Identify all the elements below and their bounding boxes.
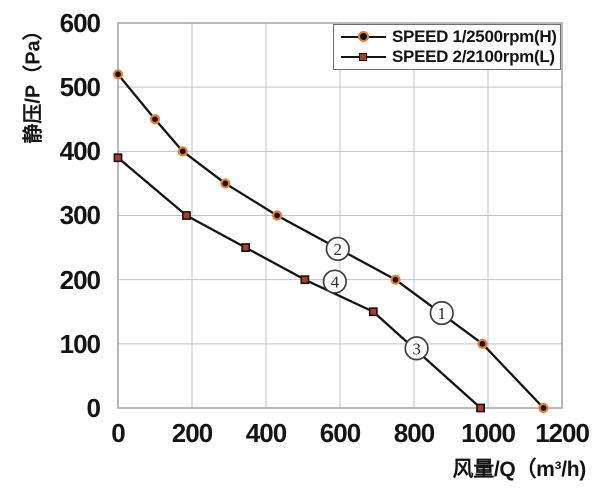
x-tick-label: 1200 bbox=[535, 418, 590, 448]
annotation-number-4: 4 bbox=[331, 273, 340, 292]
annotation-number-1: 1 bbox=[438, 304, 447, 323]
annotation-circle-1 bbox=[429, 300, 454, 326]
y-tick-label: 300 bbox=[59, 200, 101, 230]
annotation-number-2: 2 bbox=[334, 240, 343, 259]
data-marker-circle bbox=[112, 69, 124, 80]
legend-item-speed1: SPEED 1/2500rpm(H) bbox=[341, 27, 560, 47]
data-marker-square bbox=[182, 211, 191, 220]
x-tick-label: 800 bbox=[393, 418, 435, 448]
y-tick-label: 500 bbox=[59, 72, 101, 102]
legend-marker-circle-icon bbox=[341, 30, 386, 44]
data-marker-circle bbox=[538, 402, 549, 414]
data-marker-circle bbox=[390, 274, 401, 285]
x-tick-label: 200 bbox=[171, 418, 213, 448]
annotation-circle-3 bbox=[404, 336, 429, 361]
y-tick-label: 100 bbox=[59, 329, 101, 359]
legend: SPEED 1/2500rpm(H) SPEED 2/2100rpm(L) bbox=[333, 24, 561, 70]
x-tick-label: 600 bbox=[319, 418, 361, 448]
data-marker-square bbox=[476, 403, 485, 413]
data-marker-square bbox=[113, 153, 123, 163]
series-line-1 bbox=[117, 73, 545, 409]
y-tick-label: 600 bbox=[59, 8, 101, 38]
data-marker-circle bbox=[177, 146, 188, 157]
x-tick-label: 400 bbox=[245, 418, 287, 448]
data-marker-circle bbox=[149, 114, 161, 125]
legend-label-speed1: SPEED 1/2500rpm(H) bbox=[392, 26, 557, 46]
x-tick-label: 0 bbox=[111, 418, 125, 448]
y-axis-title: 静压/P（Pa） bbox=[22, 20, 45, 144]
data-marker-square bbox=[300, 275, 310, 285]
data-marker-square bbox=[241, 243, 251, 252]
annotation-circle-4 bbox=[322, 269, 347, 294]
x-tick-label: 1000 bbox=[461, 418, 516, 448]
legend-label-speed2: SPEED 2/2100rpm(L) bbox=[392, 47, 555, 67]
data-marker-circle bbox=[272, 210, 283, 221]
y-tick-label: 400 bbox=[59, 136, 101, 166]
plot-border bbox=[117, 22, 563, 409]
data-marker-square bbox=[368, 307, 378, 317]
data-marker-circle bbox=[220, 178, 231, 189]
legend-item-speed2: SPEED 2/2100rpm(L) bbox=[341, 47, 560, 67]
annotation-number-3: 3 bbox=[412, 339, 421, 358]
annotation-circle-2 bbox=[325, 236, 350, 262]
y-tick-label: 0 bbox=[86, 393, 101, 423]
x-axis-title: 风量/Q（m³/h) bbox=[452, 458, 587, 481]
y-tick-label: 200 bbox=[59, 265, 101, 295]
series-line-2 bbox=[117, 156, 482, 409]
legend-marker-square-icon bbox=[341, 50, 386, 64]
data-marker-circle bbox=[477, 338, 488, 349]
